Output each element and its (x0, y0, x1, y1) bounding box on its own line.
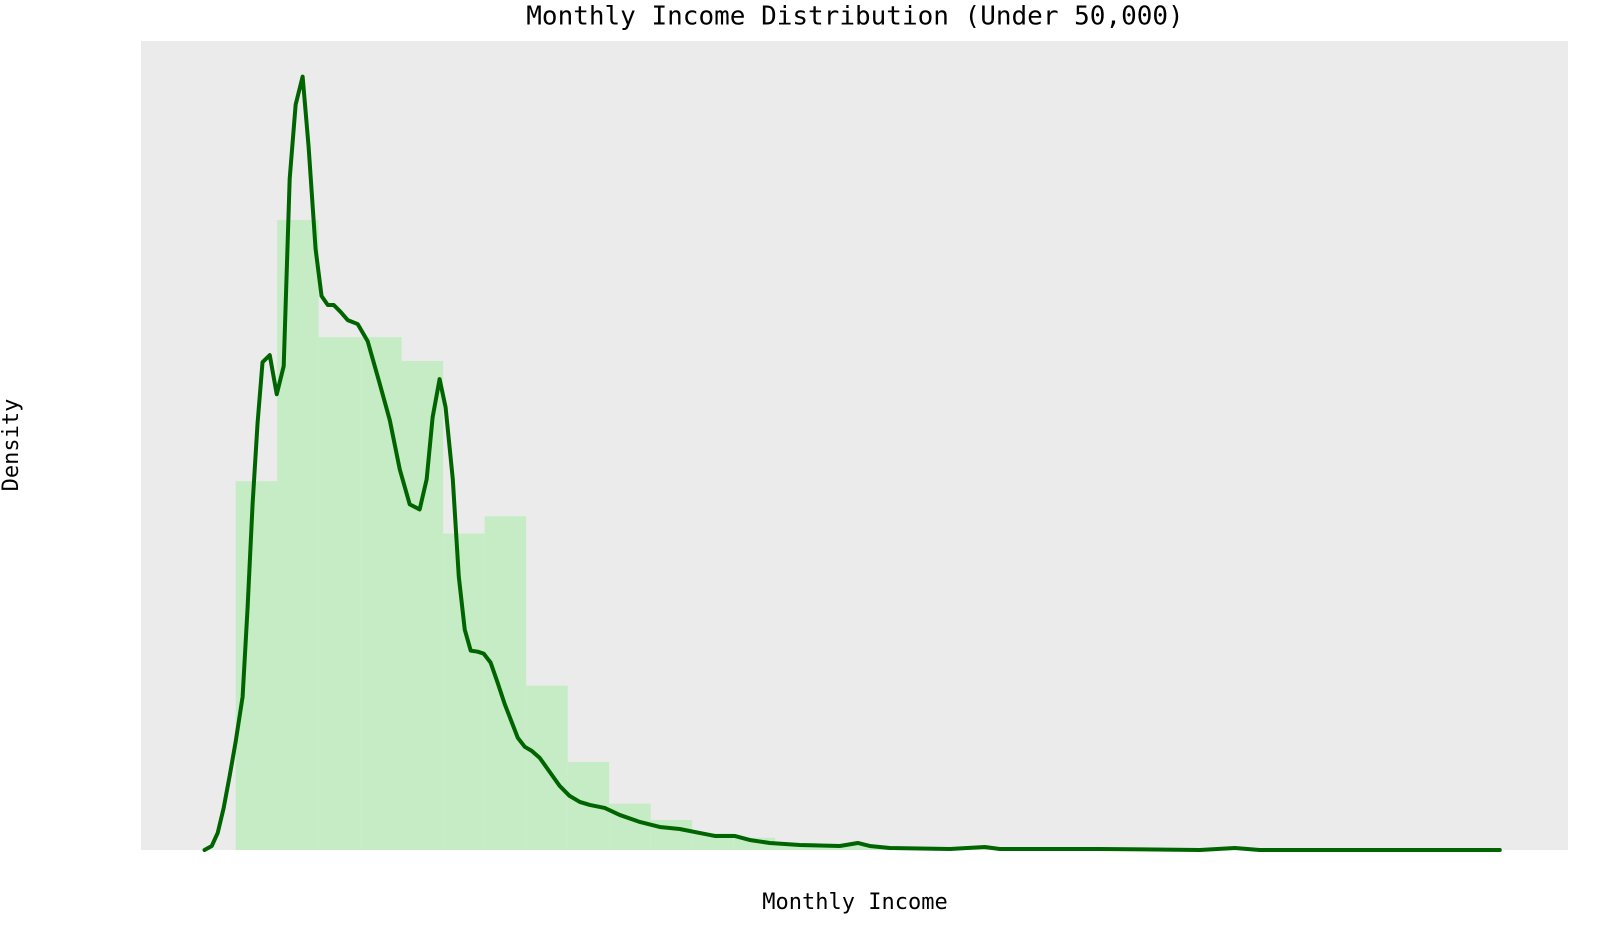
histogram-bar (235, 481, 278, 850)
histogram-bar (401, 361, 444, 850)
x-axis-label: Monthly Income (762, 890, 947, 915)
histogram-bar (484, 516, 527, 850)
histogram-bar (318, 337, 361, 851)
marks-layer (202, 74, 1502, 852)
histogram-bar (360, 337, 402, 851)
kde-line (202, 74, 1502, 852)
y-axis-label: Density (0, 399, 24, 492)
histogram-bar (443, 533, 485, 850)
histogram-bar (609, 803, 651, 850)
chart-title: Monthly Income Distribution (Under 50,00… (526, 2, 1183, 32)
